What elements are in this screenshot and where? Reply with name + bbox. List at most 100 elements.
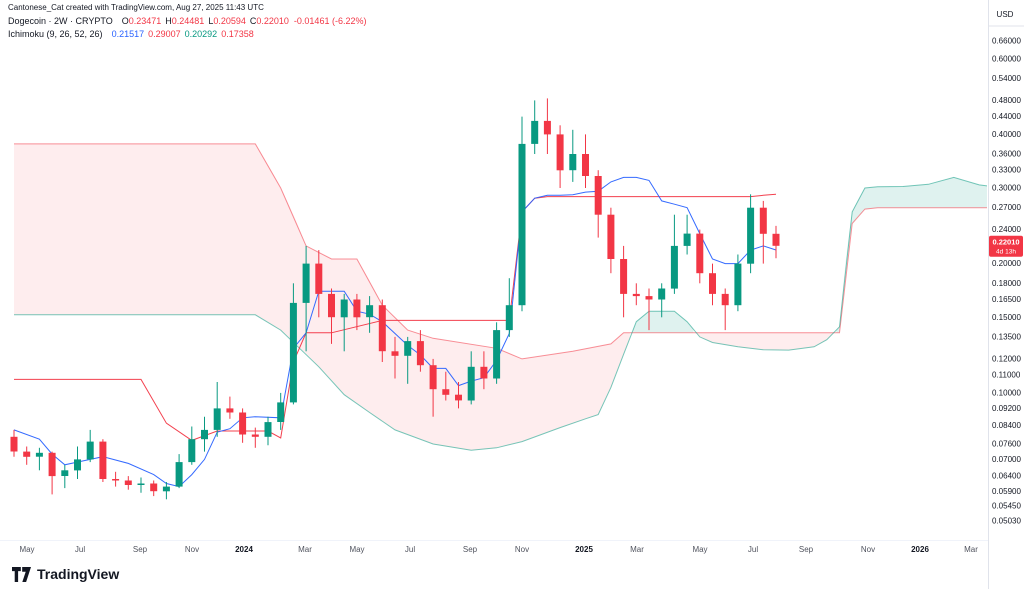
candle-body — [112, 479, 120, 481]
price-tick-label: 0.07600 — [992, 440, 1021, 449]
candle-body — [137, 483, 145, 485]
symbol-row[interactable]: Dogecoin · 2W · CRYPTO O0.23471 H0.24481 L… — [8, 16, 366, 26]
candle-body — [302, 263, 310, 303]
candle-body — [505, 305, 513, 331]
price-tick-label: 0.27000 — [992, 203, 1021, 212]
candle-body — [747, 207, 755, 264]
price-tick-label: 0.12000 — [992, 354, 1021, 363]
price-tick-label: 0.24000 — [992, 225, 1021, 234]
price-tick-label: 0.18000 — [992, 279, 1021, 288]
time-tick-month: May — [692, 545, 707, 554]
ohlc-key: C — [249, 16, 257, 26]
indicator-row[interactable]: Ichimoku (9, 26, 52, 26) 0.21517 0.29007 0… — [8, 29, 366, 39]
candle-body — [455, 394, 462, 401]
price-tick-label: 0.13500 — [992, 332, 1021, 341]
candle-body — [709, 273, 716, 294]
time-tick-year: 2024 — [235, 545, 253, 554]
candle-body — [594, 176, 602, 215]
candle-body — [531, 120, 539, 144]
ohlc-values: O0.23471 H0.24481 L0.20594 C0.22010 — [118, 16, 289, 26]
candle-body — [10, 436, 18, 452]
candle-body — [277, 402, 285, 422]
candle-body — [289, 302, 297, 403]
current-price-badge[interactable]: 0.22010 4d 13h — [989, 235, 1023, 257]
candle-body — [721, 293, 729, 306]
price-axis[interactable]: USD 0.66000 0.60000 0.54000 0.48000 0.44000 0.… — [988, 0, 1024, 589]
candle-body — [670, 245, 678, 289]
plot-area[interactable] — [10, 98, 1005, 500]
candle-body — [772, 233, 780, 246]
price-badge-countdown: 4d 13h — [996, 248, 1016, 255]
indicator-name: Ichimoku (9, 26, 52, 26) — [8, 29, 103, 39]
price-badge-bg[interactable] — [989, 235, 1023, 257]
candle-body — [734, 263, 742, 306]
price-tick-label: 0.07000 — [992, 455, 1021, 464]
price-tick-label: 0.10000 — [992, 388, 1021, 397]
candle-body — [175, 462, 183, 487]
candle-body — [416, 341, 424, 366]
price-tick-label: 0.48000 — [992, 96, 1021, 105]
price-tick-label: 0.08400 — [992, 421, 1021, 430]
price-tick-label: 0.33000 — [992, 166, 1021, 175]
price-tick-label: 0.60000 — [992, 54, 1021, 63]
candle-body — [264, 422, 272, 437]
time-tick-month: May — [19, 545, 34, 554]
ohlc-value: 0.24481 — [171, 16, 205, 26]
candle-body — [150, 483, 158, 492]
time-axis[interactable]: May Jul Sep Nov 2024 Mar May Jul Sep Nov 2025 Mar Ma… — [0, 540, 988, 555]
candle-body — [518, 143, 526, 306]
time-tick-month: May — [349, 545, 364, 554]
time-tick-month: Sep — [463, 545, 478, 554]
tradingview-logo[interactable]: TradingView — [12, 566, 119, 582]
time-tick-month: Jul — [748, 545, 758, 554]
indicator-value: 0.21517 — [111, 29, 145, 39]
indicator-value: 0.20292 — [184, 29, 218, 39]
indicator-value: 0.17358 — [221, 29, 254, 39]
time-tick-year: 2025 — [575, 545, 593, 554]
candle-body — [683, 233, 691, 246]
price-tick-label: 0.54000 — [992, 74, 1021, 83]
price-tick-label: 0.09200 — [992, 404, 1021, 413]
candle-body — [353, 299, 361, 318]
axis-currency-label: USD — [997, 10, 1014, 19]
time-tick-month: Sep — [799, 545, 814, 554]
candle-body — [759, 207, 767, 234]
price-tick-label: 0.11000 — [992, 371, 1021, 380]
candle-body — [493, 330, 501, 379]
ohlc-key: O — [121, 16, 129, 26]
candle-body — [188, 439, 196, 463]
candle-body — [645, 296, 653, 300]
price-tick-label: 0.44000 — [992, 112, 1021, 121]
candle-body — [226, 408, 234, 413]
time-tick-month: Nov — [861, 545, 875, 554]
price-tick-label: 0.66000 — [992, 37, 1021, 46]
candle-body — [582, 154, 589, 176]
price-tick-label: 0.06400 — [992, 472, 1021, 481]
candle-body — [429, 365, 437, 390]
price-tick-label: 0.36000 — [992, 150, 1021, 159]
candle-body — [201, 429, 208, 440]
candle-body — [569, 154, 577, 171]
candle-body — [35, 452, 43, 457]
ohlc-value: 0.20594 — [213, 16, 246, 26]
candle-body — [124, 480, 132, 485]
time-tick-month: Mar — [964, 545, 978, 554]
tradingview-logo-icon — [12, 566, 31, 582]
ichimoku-cloud — [633, 311, 694, 333]
candle-body — [86, 441, 94, 460]
candle-body — [696, 233, 704, 274]
time-tick-month: Jul — [405, 545, 415, 554]
candle-body — [340, 299, 348, 318]
symbol-title: Dogecoin · 2W · CRYPTO — [8, 16, 113, 26]
candle-body — [251, 434, 259, 437]
candle-body — [48, 452, 56, 477]
legend: Cantonese_Cat created with TradingView.c… — [8, 3, 366, 42]
candle-body — [378, 305, 386, 352]
time-tick-month: Jul — [75, 545, 85, 554]
price-tick-label: 0.16500 — [992, 295, 1021, 304]
price-tick-label: 0.05030 — [992, 517, 1021, 526]
candle-body — [467, 366, 475, 401]
candle-body — [213, 408, 221, 430]
